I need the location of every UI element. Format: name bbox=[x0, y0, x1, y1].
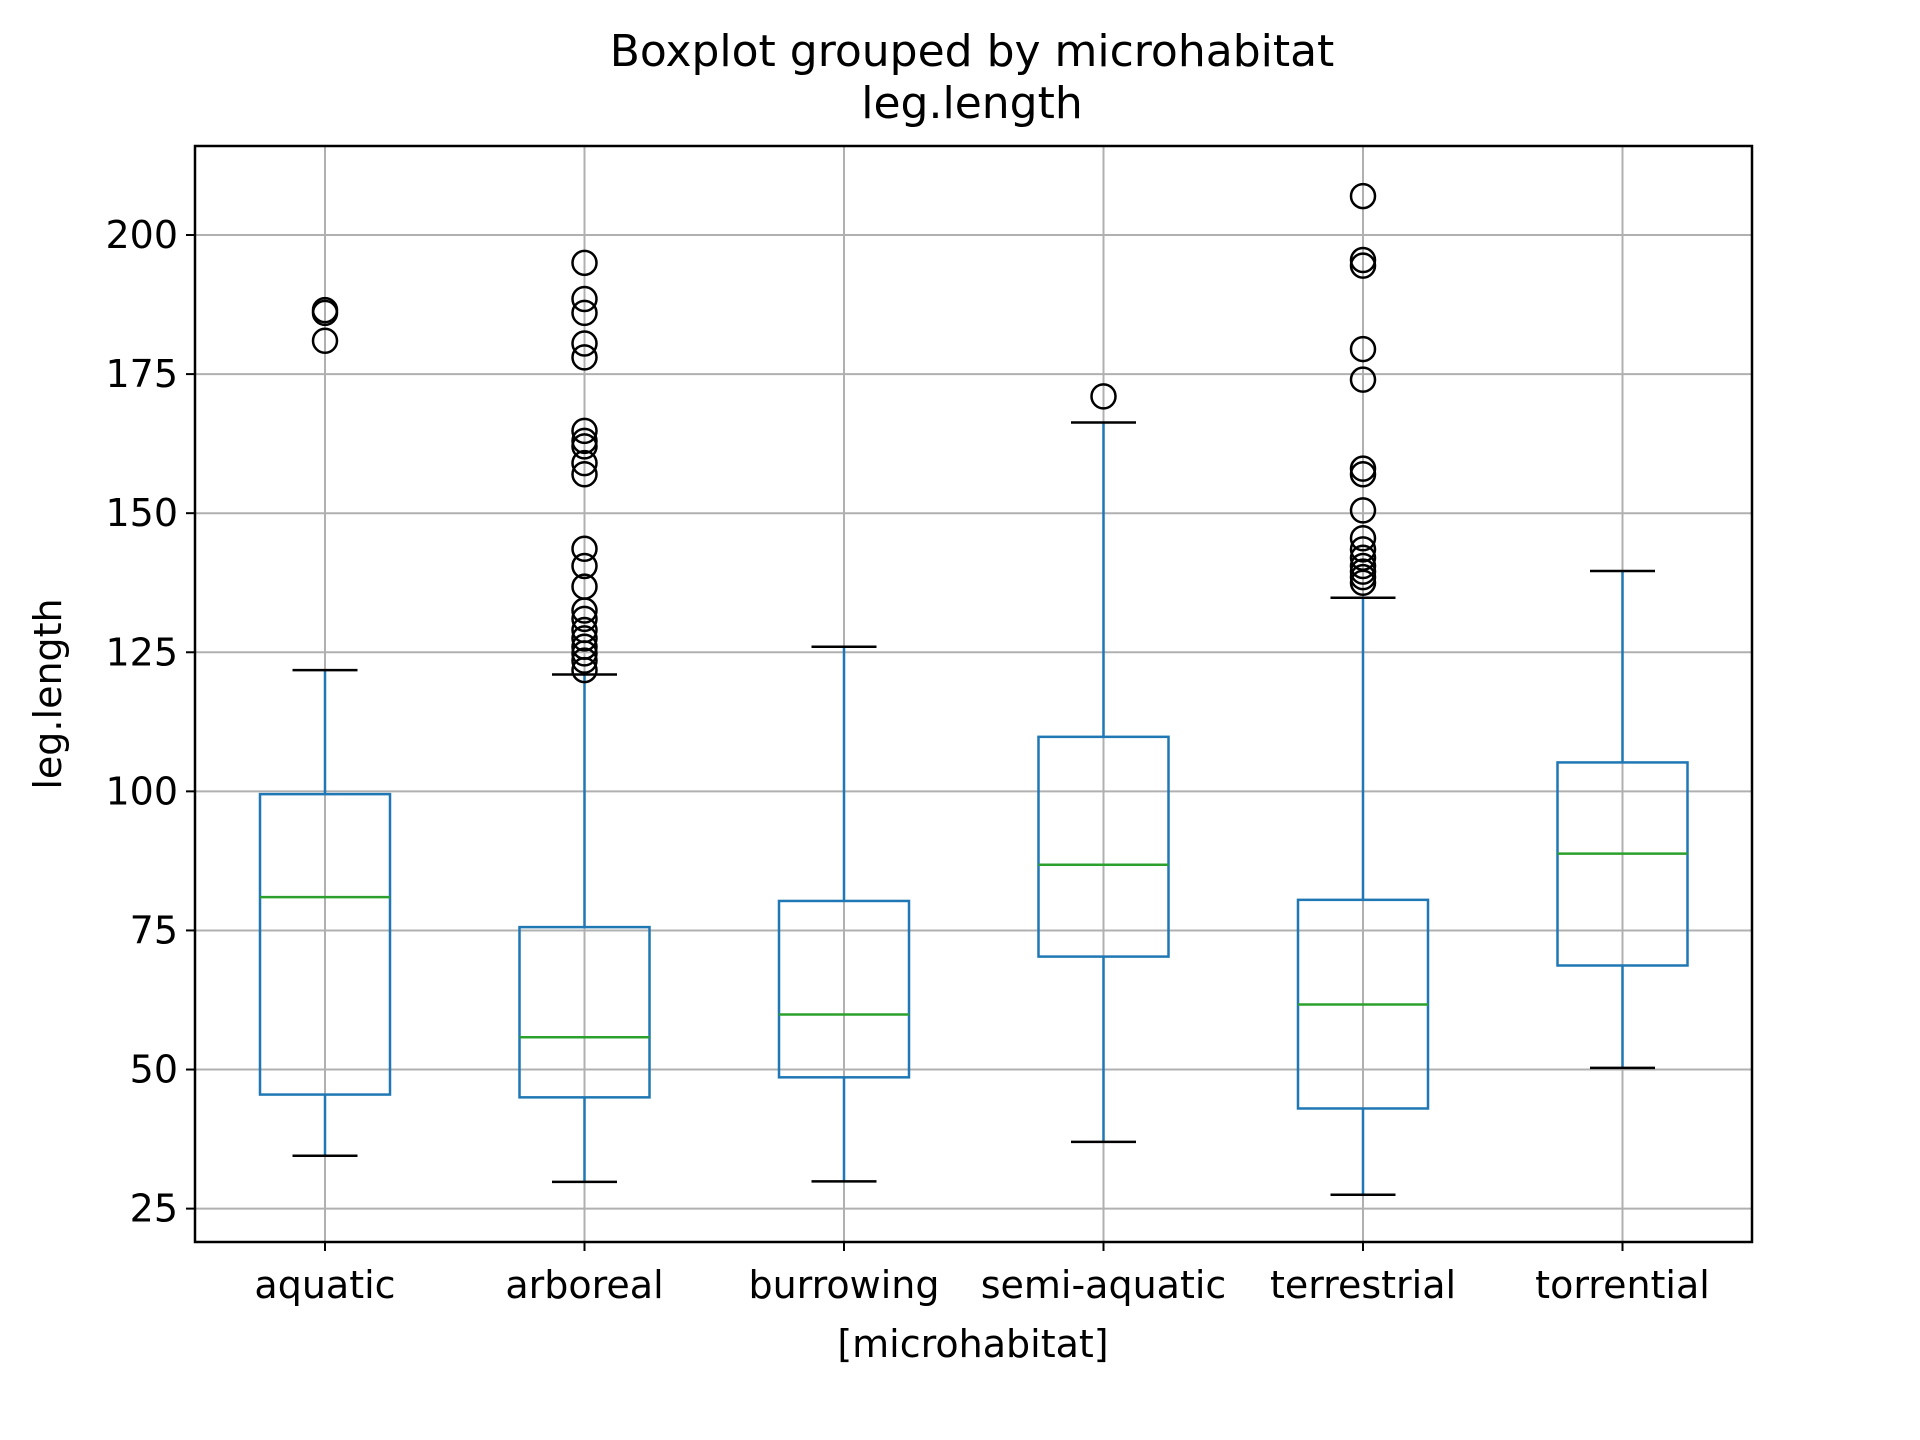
chart-subtitle: leg.length bbox=[861, 78, 1082, 129]
outlier-point bbox=[311, 327, 339, 354]
y-axis-label: leg.length bbox=[26, 598, 70, 789]
y-tick-label: 50 bbox=[130, 1048, 178, 1092]
x-tick-label: aquatic bbox=[254, 1263, 395, 1307]
outlier-point bbox=[571, 460, 598, 488]
outlier-point bbox=[571, 249, 598, 277]
x-tick-label: torrential bbox=[1535, 1263, 1710, 1307]
iqr-box bbox=[1556, 761, 1689, 967]
y-tick-label: 150 bbox=[105, 491, 178, 535]
outlier-point bbox=[1349, 497, 1377, 524]
y-tick-label: 75 bbox=[130, 908, 178, 952]
outlier-point bbox=[1349, 524, 1377, 552]
outlier-point bbox=[571, 647, 598, 674]
x-tick-label: arboreal bbox=[505, 1263, 663, 1307]
box-burrowing bbox=[777, 645, 911, 1183]
chart-title: Boxplot grouped by microhabitat bbox=[610, 26, 1335, 77]
outlier-point bbox=[1349, 552, 1377, 580]
outlier-point bbox=[571, 605, 598, 633]
outlier-point bbox=[571, 330, 598, 357]
y-tick-label: 100 bbox=[105, 769, 178, 813]
outlier-point bbox=[1349, 246, 1377, 274]
outlier-point bbox=[311, 296, 339, 324]
axis-ticks: 25 50 75 100 125 150 175 200 aquatic arboreal burr… bbox=[105, 213, 1709, 1307]
y-tick-label: 125 bbox=[105, 630, 178, 674]
iqr-box bbox=[518, 925, 651, 1099]
y-tick-label: 175 bbox=[105, 352, 178, 396]
box-terrestrial bbox=[1296, 182, 1430, 1196]
box-aquatic bbox=[258, 296, 392, 1158]
outlier-point bbox=[571, 625, 598, 652]
outlier-point bbox=[571, 344, 598, 371]
outlier-point bbox=[571, 573, 598, 600]
iqr-box bbox=[1037, 735, 1170, 958]
y-tick-label: 25 bbox=[130, 1187, 178, 1231]
outlier-point bbox=[571, 552, 598, 580]
outlier-point bbox=[1349, 544, 1377, 571]
x-tick-label: terrestrial bbox=[1270, 1263, 1456, 1307]
outlier-point bbox=[1349, 455, 1377, 482]
outlier-point bbox=[571, 417, 598, 445]
iqr-box bbox=[258, 792, 392, 1096]
outlier-point bbox=[571, 427, 598, 455]
outlier-point bbox=[571, 285, 598, 313]
outlier-point bbox=[571, 535, 598, 563]
outlier-point bbox=[1349, 182, 1377, 210]
box-torrential bbox=[1556, 569, 1689, 1070]
plot-area-frame bbox=[193, 144, 1754, 1244]
outlier-point bbox=[571, 616, 598, 644]
iqr-box bbox=[777, 899, 911, 1079]
box-arboreal bbox=[518, 249, 651, 1184]
outlier-point bbox=[571, 449, 598, 477]
x-tick-label: semi-aquatic bbox=[981, 1263, 1227, 1307]
outlier-point bbox=[1349, 536, 1377, 563]
outlier-point bbox=[571, 299, 598, 327]
y-tick-label: 200 bbox=[105, 213, 178, 257]
outlier-point bbox=[571, 633, 598, 660]
outlier-point bbox=[1090, 383, 1117, 410]
x-axis-label: [microhabitat] bbox=[837, 1322, 1108, 1366]
x-tick-label: burrowing bbox=[748, 1263, 939, 1307]
box-layer bbox=[258, 182, 1689, 1196]
outlier-point bbox=[1349, 335, 1377, 363]
outlier-point bbox=[1349, 366, 1377, 393]
box-semi-aquatic bbox=[1037, 383, 1170, 1144]
